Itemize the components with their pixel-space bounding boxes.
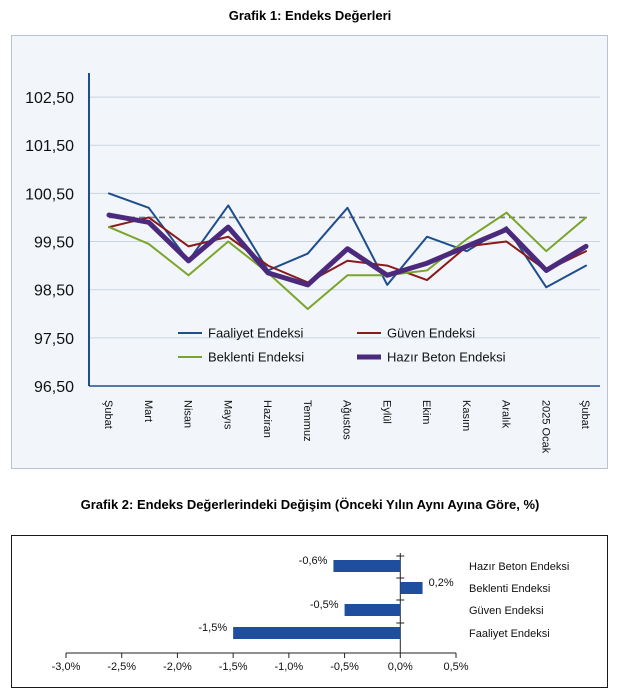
y-tick-label: 96,50 [34, 379, 74, 396]
x-tick-label: Şubat [102, 400, 114, 429]
x-tick-label: Temmuz [301, 400, 313, 442]
x-tick-label: Şubat [579, 400, 591, 429]
y-tick-label: 98,50 [34, 283, 74, 300]
legend-label: Hazır Beton Endeksi [387, 350, 506, 365]
x-tick-label: Mart [142, 400, 154, 422]
series-line [108, 216, 587, 284]
y-tick-label: 101,50 [25, 138, 74, 155]
x-tick-label: Ekim [420, 400, 432, 424]
x-tick-label: Aralık [500, 400, 512, 429]
legend-label: Beklenti Endeksi [208, 350, 304, 365]
chart1-title: Grafik 1: Endeks Değerleri [228, 8, 392, 23]
y-tick-label: 97,50 [34, 331, 74, 348]
chart2-title: Grafik 2: Endeks Değerlerindeki Değişim … [80, 497, 540, 512]
x-tick-label: Eylül [380, 400, 392, 424]
legend-label: Güven Endeksi [387, 326, 475, 341]
series-line [108, 211, 587, 310]
series-line [106, 212, 589, 288]
legend-label: Faaliyet Endeksi [208, 326, 303, 341]
y-tick-label: 102,50 [25, 90, 74, 107]
x-tick-label: Nisan [182, 400, 194, 428]
x-tick-label: Haziran [261, 400, 273, 438]
y-tick-label: 100,50 [25, 186, 74, 203]
x-tick-label: Kasım [460, 400, 472, 431]
x-tick-label: 2025 Ocak [539, 400, 551, 454]
chart2-panel [11, 535, 608, 688]
x-tick-label: Ağustos [341, 400, 353, 440]
y-tick-label: 99,50 [34, 235, 74, 252]
x-tick-label: Mayıs [221, 400, 233, 430]
